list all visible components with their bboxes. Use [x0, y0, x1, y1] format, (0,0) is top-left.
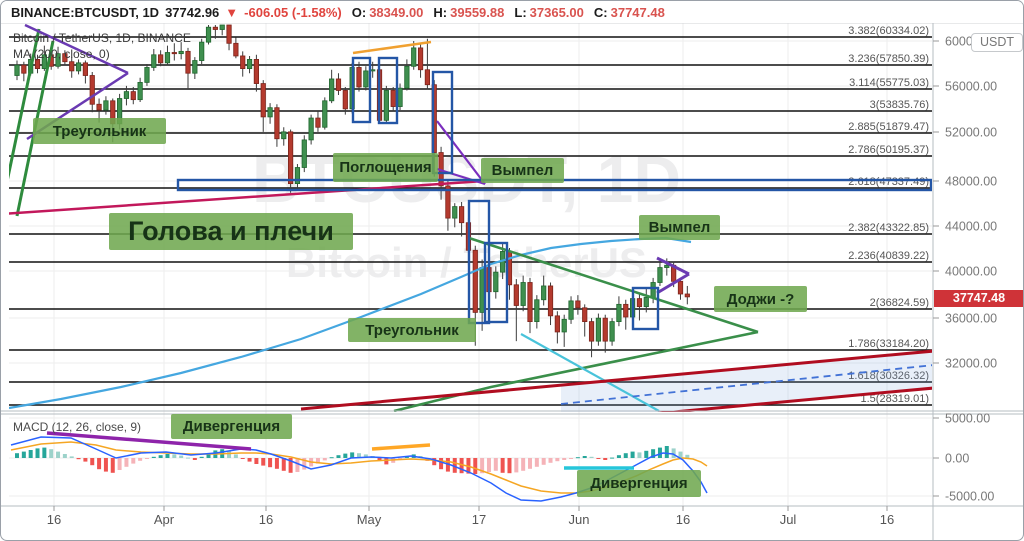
purple-arrow-stroke-1[interactable] — [656, 256, 690, 276]
annotation-badge-triangle-1[interactable]: Треугольник — [33, 118, 166, 144]
macd-indicator-pane — [10, 431, 708, 502]
left-purple-triangle-upper[interactable] — [24, 23, 129, 75]
annotation-badge-doji[interactable]: Доджи -? — [714, 286, 807, 312]
price-axis[interactable]: 60000.0056000.0052000.0048000.0044000.00… — [933, 35, 997, 504]
legend-ma-row[interactable]: MA (200, close, 0) — [13, 47, 110, 61]
red-channel-median[interactable] — [560, 364, 934, 405]
svg-text:17: 17 — [472, 512, 486, 527]
svg-text:48000.00: 48000.00 — [945, 175, 997, 189]
close-value: 37747.48 — [610, 4, 665, 20]
svg-text:40000.00: 40000.00 — [945, 265, 997, 279]
cyan-trendline[interactable] — [520, 333, 660, 412]
ma200-line[interactable] — [9, 236, 692, 410]
svg-text:2.382(43322.85): 2.382(43322.85) — [848, 222, 929, 234]
svg-text:16: 16 — [676, 512, 690, 527]
macd-orange-segment[interactable] — [371, 443, 431, 451]
engulfing-box-2[interactable] — [377, 56, 399, 125]
june-triangle-lower[interactable] — [393, 330, 759, 412]
june-box[interactable] — [631, 286, 660, 331]
symbol-toolbar: BINANCE:BTCUSDT, 1D 37742.96 ▼ -606.05 (… — [1, 1, 1023, 23]
price-change: -606.05 (-1.58%) — [244, 4, 342, 20]
svg-text:2(36824.59): 2(36824.59) — [870, 297, 929, 309]
macd-main-line — [10, 436, 708, 502]
annotation-badge-engulfing[interactable]: Поглощения — [333, 153, 438, 182]
svg-text:52000.00: 52000.00 — [945, 126, 997, 140]
svg-text:Jul: Jul — [780, 512, 797, 527]
svg-text:Apr: Apr — [154, 512, 175, 527]
annotation-badge-pennant-1[interactable]: Вымпел — [481, 158, 564, 183]
time-axis[interactable]: 16 Apr 16 May 17 Jun 16 Jul 16 — [47, 506, 894, 527]
annotation-badge-head-and-shoulders[interactable]: Голова и плечи — [109, 213, 353, 250]
macd-legend[interactable]: MACD (12, 26, close, 9) — [13, 420, 142, 434]
crash-box[interactable] — [467, 199, 491, 325]
svg-text:Jun: Jun — [569, 512, 590, 527]
chart-legend: Bitcoin / TetherUS, 1D, BINANCE MA (200,… — [13, 30, 191, 62]
may-pennant-upper[interactable] — [436, 120, 486, 185]
svg-text:56000.00: 56000.00 — [945, 80, 997, 94]
svg-text:0.00: 0.00 — [945, 452, 969, 466]
open-label: O: — [351, 4, 367, 20]
svg-text:2.885(51879.47): 2.885(51879.47) — [848, 121, 929, 133]
currency-unit-button[interactable]: USDT — [971, 33, 1023, 52]
svg-text:May: May — [357, 512, 382, 527]
svg-text:1.618(30326.32): 1.618(30326.32) — [848, 370, 929, 382]
left-green-channel-1[interactable] — [3, 28, 41, 201]
svg-text:2.236(40839.22): 2.236(40839.22) — [848, 250, 929, 262]
legend-symbol-row[interactable]: Bitcoin / TetherUS, 1D, BINANCE — [13, 31, 191, 45]
last-price: 37742.96 — [165, 4, 220, 20]
svg-text:16: 16 — [259, 512, 273, 527]
may-pennant-lower[interactable] — [436, 167, 486, 186]
svg-text:2.786(50195.37): 2.786(50195.37) — [848, 144, 929, 156]
svg-text:2.618(47337.49): 2.618(47337.49) — [848, 176, 929, 188]
annotation-badge-divergence-1[interactable]: Дивергенция — [171, 414, 292, 439]
orange-top-line[interactable] — [352, 40, 432, 55]
engulfing-box-1[interactable] — [351, 56, 372, 124]
low-label: L: — [514, 4, 527, 20]
breakdown-box[interactable] — [431, 70, 454, 175]
annotation-badge-divergence-2[interactable]: Дивергенция — [577, 470, 701, 497]
svg-text:36000.00: 36000.00 — [945, 312, 997, 326]
purple-arrow-stroke-2[interactable] — [656, 272, 690, 295]
annotation-badge-pennant-2[interactable]: Вымпел — [639, 215, 720, 240]
svg-text:3.382(60334.02): 3.382(60334.02) — [848, 25, 929, 37]
macd-divergence-trendline[interactable] — [46, 431, 252, 451]
low-value: 37365.00 — [529, 4, 584, 20]
svg-text:1.5(28319.01): 1.5(28319.01) — [861, 393, 930, 405]
high-value: 39559.88 — [450, 4, 505, 20]
svg-text:3.236(57850.39): 3.236(57850.39) — [848, 53, 929, 65]
red-channel-upper[interactable] — [300, 349, 934, 411]
last-price-badge: 37747.48 — [934, 290, 1023, 307]
candlestick-series — [14, 24, 690, 358]
svg-text:3(53835.76): 3(53835.76) — [870, 99, 929, 111]
svg-text:3.114(55775.03): 3.114(55775.03) — [849, 77, 929, 89]
close-label: C: — [593, 4, 608, 20]
svg-text:44000.00: 44000.00 — [945, 220, 997, 234]
annotation-badge-triangle-2[interactable]: Треугольник — [348, 318, 476, 342]
magenta-trendline[interactable] — [1, 179, 485, 215]
symbol-title[interactable]: BINANCE:BTCUSDT, 1D — [11, 4, 160, 20]
open-value: 38349.00 — [369, 4, 424, 20]
june-triangle-upper[interactable] — [468, 236, 759, 334]
high-label: H: — [433, 4, 448, 20]
svg-text:16: 16 — [880, 512, 894, 527]
gridlines — [9, 23, 932, 506]
svg-text:32000.00: 32000.00 — [945, 357, 997, 371]
svg-text:16: 16 — [47, 512, 61, 527]
svg-text:5000.00: 5000.00 — [945, 412, 990, 426]
svg-text:-5000.00: -5000.00 — [945, 490, 994, 504]
direction-down-icon: ▼ — [225, 4, 239, 20]
bottom-box[interactable] — [483, 241, 509, 324]
svg-text:1.786(33184.20): 1.786(33184.20) — [848, 338, 929, 350]
